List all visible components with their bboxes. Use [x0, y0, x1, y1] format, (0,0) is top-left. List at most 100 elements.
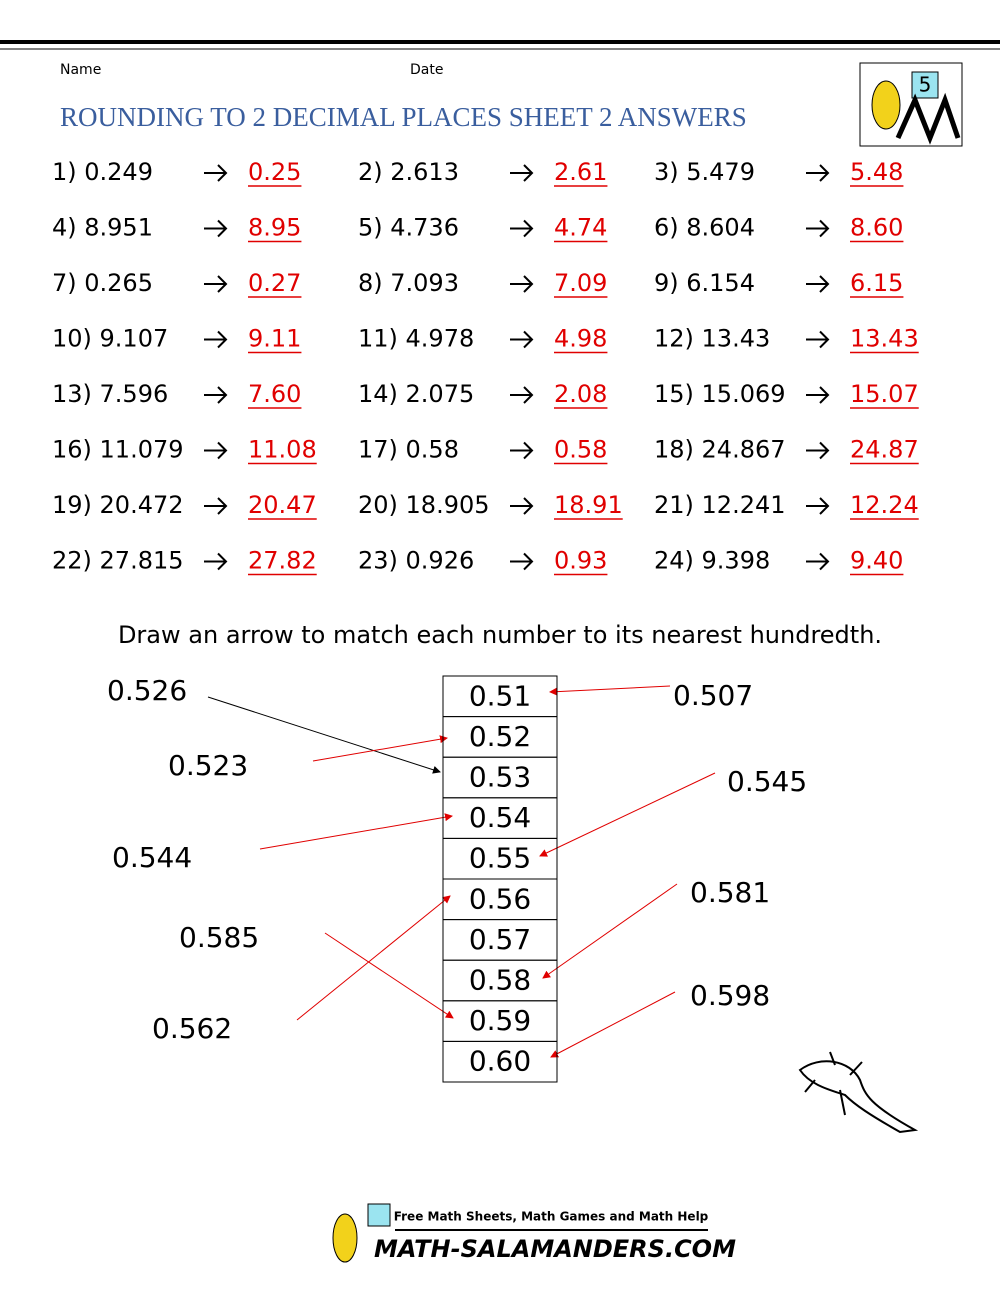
answer: 0.93	[554, 547, 607, 575]
column-value: 0.51	[469, 679, 531, 712]
column-value: 0.56	[469, 882, 531, 915]
arrow-icon	[806, 275, 830, 293]
problem-label: 12) 13.43	[654, 325, 770, 353]
answer: 9.11	[248, 325, 301, 353]
column-value: 0.52	[469, 720, 531, 753]
arrow-icon	[510, 497, 534, 515]
answer: 7.09	[554, 269, 607, 297]
arrow-icon	[204, 219, 228, 238]
match-arrows	[207, 685, 716, 1058]
footer-logo	[332, 1203, 708, 1263]
left-number: 0.526	[107, 674, 187, 707]
answer: 8.60	[850, 214, 903, 242]
problem-label: 8) 7.093	[358, 269, 459, 297]
problem-label: 24) 9.398	[654, 547, 770, 575]
problem-label: 6) 8.604	[654, 214, 755, 242]
right-number: 0.581	[690, 876, 770, 909]
left-number: 0.562	[152, 1012, 232, 1045]
problem-label: 1) 0.249	[52, 158, 153, 186]
arrow-icon	[510, 441, 534, 460]
arrow-icon	[204, 441, 228, 460]
answer: 20.47	[248, 491, 317, 519]
arrow-icon	[806, 164, 830, 182]
arrow-icon	[806, 497, 830, 515]
arrow-icon	[510, 552, 534, 571]
answer: 4.98	[554, 325, 607, 353]
arrow-icon	[204, 164, 228, 182]
answer: 7.60	[248, 380, 301, 408]
arrow-icon	[510, 275, 534, 293]
arrow-icon	[204, 386, 228, 404]
answer: 2.08	[554, 380, 607, 408]
problem-label: 13) 7.596	[52, 380, 168, 408]
problem-label: 7) 0.265	[52, 269, 153, 297]
column-value: 0.59	[469, 1004, 531, 1037]
arrow-icon	[806, 552, 830, 571]
instructions: Draw an arrow to match each number to it…	[118, 621, 882, 649]
column-value: 0.53	[469, 761, 531, 794]
arrow-icon	[510, 386, 534, 404]
arrow-icon	[510, 219, 534, 238]
right-number: 0.507	[673, 679, 753, 712]
answer: 27.82	[248, 547, 317, 575]
answer: 11.08	[248, 436, 317, 464]
footer-site: MATH-SALAMANDERS.COM	[374, 1235, 736, 1263]
arrow-icon	[806, 386, 830, 404]
problem-label: 19) 20.472	[52, 491, 184, 519]
logo-number: 5	[919, 73, 932, 97]
arrow-icon	[510, 164, 534, 182]
problem-label: 22) 27.815	[52, 547, 184, 575]
column-value: 0.60	[469, 1045, 531, 1078]
arrow-icon	[204, 497, 228, 515]
column-value: 0.58	[469, 964, 531, 997]
problem-label: 11) 4.978	[358, 325, 474, 353]
answer: 12.24	[850, 491, 919, 519]
answer: 5.48	[850, 158, 903, 186]
answer: 24.87	[850, 436, 919, 464]
arrow-icon	[204, 552, 228, 571]
left-number: 0.544	[112, 841, 192, 874]
answer: 13.43	[850, 325, 919, 353]
problem-label: 17) 0.58	[358, 436, 459, 464]
arrow-icon	[204, 330, 228, 349]
problem-label: 18) 24.867	[654, 436, 786, 464]
column-value: 0.55	[469, 842, 531, 875]
arrow-icon	[806, 441, 830, 460]
problem-label: 14) 2.075	[358, 380, 474, 408]
column-value: 0.57	[469, 923, 531, 956]
answer: 0.25	[248, 158, 301, 186]
column-value: 0.54	[469, 801, 531, 834]
answer: 9.40	[850, 547, 903, 575]
arrow-icon	[510, 330, 534, 349]
date-label: Date	[410, 62, 443, 78]
problem-label: 3) 5.479	[654, 158, 755, 186]
problem-label: 21) 12.241	[654, 491, 786, 519]
arrow-icon	[806, 219, 830, 238]
problem-label: 2) 2.613	[358, 158, 459, 186]
problem-label: 20) 18.905	[358, 491, 490, 519]
answer: 4.74	[554, 214, 607, 242]
answer: 0.58	[554, 436, 607, 464]
problem-label: 4) 8.951	[52, 214, 153, 242]
problem-label: 9) 6.154	[654, 269, 755, 297]
right-number: 0.598	[690, 979, 770, 1012]
right-number: 0.545	[727, 765, 807, 798]
problem-label: 23) 0.926	[358, 547, 474, 575]
answer: 15.07	[850, 380, 919, 408]
salamander	[798, 1051, 919, 1134]
title: ROUNDING TO 2 DECIMAL PLACES SHEET 2 ANS…	[60, 102, 747, 132]
arrow-icon	[204, 275, 228, 293]
arrow-icon	[806, 330, 830, 349]
answer: 6.15	[850, 269, 903, 297]
left-number: 0.585	[179, 921, 259, 954]
column-cell	[442, 1040, 558, 1083]
answer: 8.95	[248, 214, 301, 242]
answer: 2.61	[554, 158, 607, 186]
problem-label: 5) 4.736	[358, 214, 459, 242]
problem-label: 15) 15.069	[654, 380, 786, 408]
answer: 0.27	[248, 269, 301, 297]
logo: 5	[859, 62, 963, 147]
problem-label: 10) 9.107	[52, 325, 168, 353]
footer-tagline: Free Math Sheets, Math Games and Math He…	[394, 1210, 709, 1224]
